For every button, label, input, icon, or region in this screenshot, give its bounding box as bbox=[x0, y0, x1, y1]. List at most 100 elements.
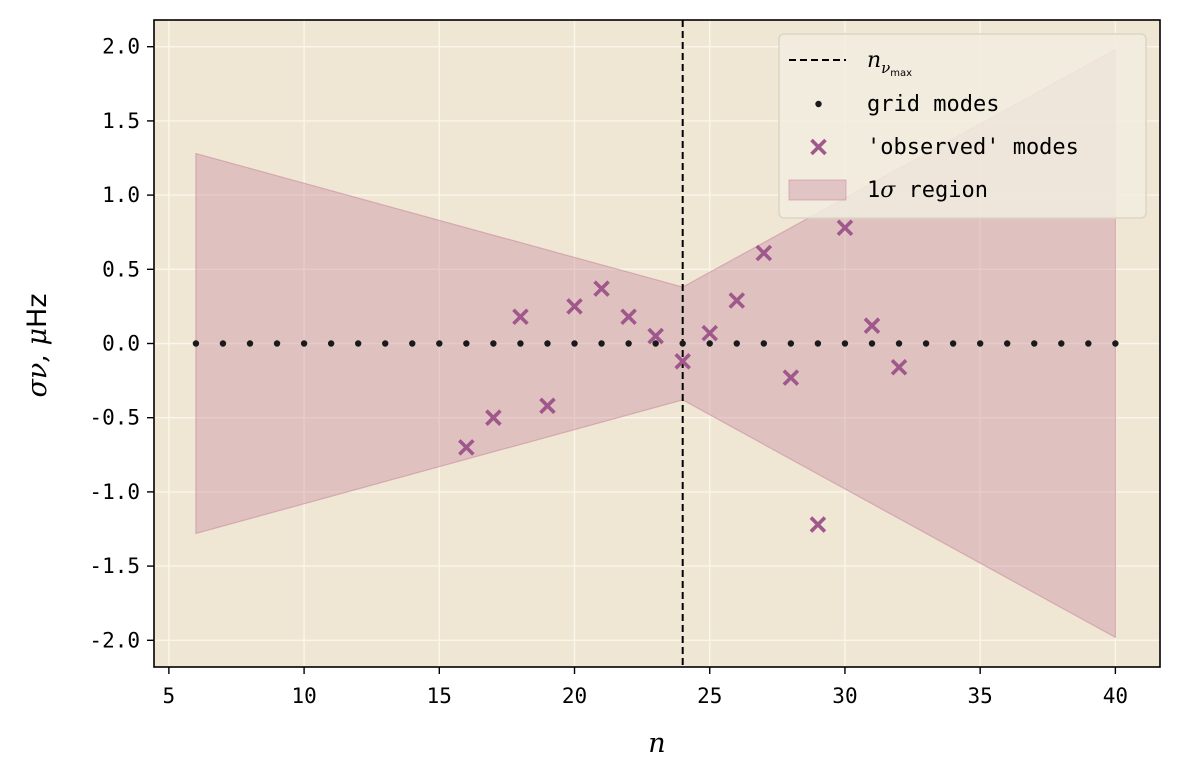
grid-mode-point bbox=[1085, 340, 1092, 347]
grid-mode-point bbox=[895, 340, 903, 347]
observed-mode-point bbox=[890, 358, 908, 376]
x-axis-label: n bbox=[648, 728, 665, 759]
y-tick-label: -0.5 bbox=[89, 406, 140, 430]
x-tick-label: 35 bbox=[968, 684, 993, 708]
grid-mode-point bbox=[382, 340, 389, 347]
legend-sigma-text: region bbox=[895, 178, 988, 203]
y-axis: 2.0 1.5 1.0 0.5 0.0 -0.5 -1.0 -1.5 -2.0 bbox=[89, 35, 154, 652]
legend-nu-max-max: max bbox=[890, 68, 912, 79]
grid-mode-point bbox=[652, 340, 659, 347]
observed-mode-point bbox=[593, 280, 610, 297]
observed-mode-point bbox=[809, 516, 827, 533]
observed-mode-point bbox=[458, 439, 475, 456]
legend-sigma-symbol: σ bbox=[880, 178, 896, 203]
x-tick-label: 25 bbox=[697, 684, 722, 708]
grid-mode-point bbox=[544, 340, 551, 347]
grid-mode-point bbox=[922, 340, 930, 347]
grid-mode-point bbox=[571, 340, 578, 347]
legend-label-nu-max: nνmax bbox=[867, 48, 912, 79]
y-tick-label: -2.0 bbox=[89, 628, 140, 652]
observed-mode-point bbox=[755, 244, 773, 262]
grid-mode-point bbox=[192, 340, 200, 347]
grid-mode-point bbox=[760, 340, 768, 347]
grid-mode-point bbox=[327, 340, 335, 347]
observed-mode-point bbox=[620, 308, 637, 326]
y-axis-label: σν, μHz bbox=[22, 293, 53, 397]
legend-item-observed-modes: 'observed' modes bbox=[810, 135, 1079, 160]
observed-modes-series bbox=[458, 219, 908, 533]
y-tick-label: 0.5 bbox=[102, 257, 140, 281]
grid-mode-point bbox=[1031, 340, 1038, 347]
observed-mode-point bbox=[836, 219, 854, 237]
legend-item-sigma-region: 1σ region bbox=[788, 178, 988, 203]
grid-mode-point bbox=[679, 340, 686, 347]
y-tick-label: 0.0 bbox=[102, 332, 140, 356]
legend-box bbox=[778, 33, 1147, 219]
observed-mode-point bbox=[674, 353, 691, 370]
y-tick-label: 2.0 bbox=[102, 35, 140, 59]
grid-mode-point bbox=[598, 340, 605, 347]
grid-mode-point bbox=[949, 340, 957, 347]
legend-item-grid-modes: grid modes bbox=[815, 92, 999, 117]
legend-nu-max-n: n bbox=[867, 48, 881, 73]
x-tick-label: 40 bbox=[1103, 684, 1128, 708]
legend-label-observed-modes: 'observed' modes bbox=[867, 135, 1079, 160]
observed-mode-point bbox=[863, 317, 881, 334]
y-tick-label: -1.0 bbox=[89, 480, 140, 504]
legend: nνmax grid modes 'observed' modes 1σ reg… bbox=[778, 33, 1147, 219]
grid-mode-point bbox=[841, 340, 849, 347]
grid-mode-point bbox=[219, 340, 227, 347]
legend-cross-swatch bbox=[810, 138, 827, 156]
legend-item-nu-max: nνmax bbox=[789, 48, 912, 79]
observed-mode-point bbox=[566, 298, 583, 315]
legend-label-sigma-region: 1σ region bbox=[867, 178, 988, 203]
legend-patch-swatch bbox=[788, 179, 847, 201]
grid-mode-point bbox=[436, 340, 443, 347]
grid-mode-point bbox=[273, 340, 281, 347]
legend-sigma-num: 1 bbox=[867, 178, 880, 203]
grid-mode-point bbox=[787, 340, 795, 347]
observed-mode-point bbox=[728, 292, 746, 309]
legend-nu-max-nu: ν bbox=[881, 59, 890, 77]
observed-mode-point bbox=[782, 369, 800, 386]
observed-mode-point bbox=[539, 397, 556, 415]
grid-mode-point bbox=[463, 340, 470, 347]
y-tick-label: 1.0 bbox=[102, 183, 140, 207]
grid-mode-point bbox=[706, 340, 713, 347]
observed-mode-point bbox=[647, 327, 664, 345]
x-tick-label: 15 bbox=[427, 684, 452, 708]
grid-mode-point bbox=[517, 340, 524, 347]
legend-dot-swatch bbox=[815, 100, 822, 108]
grid-mode-point bbox=[733, 340, 740, 347]
grid-mode-point bbox=[1004, 340, 1011, 347]
grid-mode-point bbox=[1112, 340, 1119, 347]
grid-mode-point bbox=[409, 340, 416, 347]
x-tick-label: 30 bbox=[832, 684, 857, 708]
y-axis-label-symbol: σν bbox=[22, 363, 53, 398]
grid-modes-series bbox=[192, 340, 1119, 347]
observed-mode-point bbox=[512, 308, 529, 326]
grid-mode-point bbox=[625, 340, 632, 347]
y-tick-label: -1.5 bbox=[89, 554, 140, 578]
y-axis-label-unit: Hz bbox=[22, 293, 53, 327]
grid-mode-point bbox=[490, 340, 497, 347]
x-tick-label: 20 bbox=[562, 684, 587, 708]
grid-mode-point bbox=[868, 340, 876, 347]
y-tick-label: 1.5 bbox=[102, 109, 140, 133]
y-axis-label-mu: μ bbox=[22, 328, 53, 346]
observed-mode-point bbox=[701, 324, 719, 342]
grid-mode-point bbox=[976, 340, 984, 347]
grid-mode-point bbox=[246, 340, 254, 347]
x-axis: 5 10 15 20 25 30 35 40 bbox=[163, 667, 1128, 708]
grid-mode-point bbox=[300, 340, 308, 347]
x-tick-label: 10 bbox=[291, 684, 316, 708]
observed-mode-point bbox=[485, 409, 502, 426]
x-tick-label: 5 bbox=[163, 684, 176, 708]
legend-label-grid-modes: grid modes bbox=[867, 92, 999, 117]
grid-mode-point bbox=[354, 340, 362, 347]
y-axis-label-separator: , bbox=[22, 346, 53, 363]
grid-mode-point bbox=[1058, 340, 1065, 347]
grid-mode-point bbox=[814, 340, 822, 347]
